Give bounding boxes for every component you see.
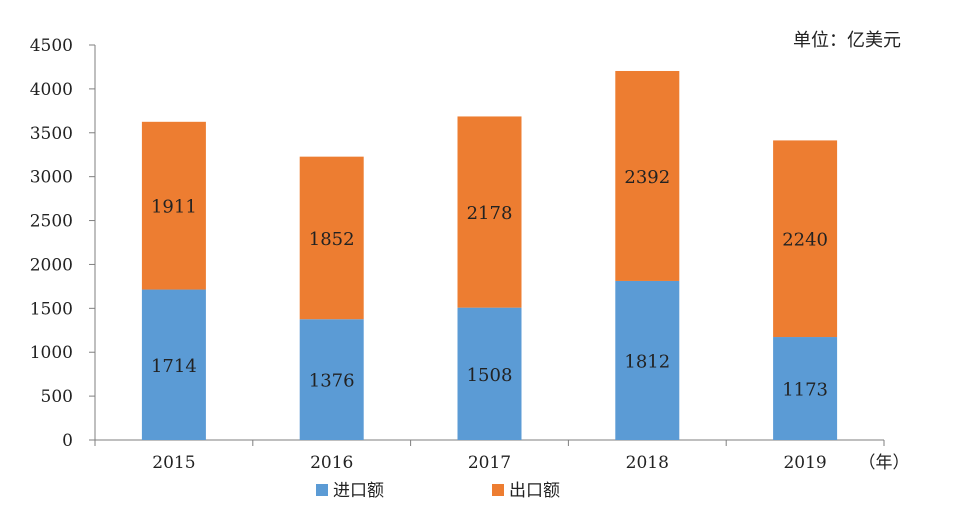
y-tick-label: 1500 (30, 299, 73, 319)
y-tick-label: 4500 (30, 36, 73, 56)
y-tick-label: 3000 (30, 168, 73, 188)
data-label: 1173 (782, 380, 828, 401)
data-labels: 1714 1911 1376 1852 1508 2178 1812 2392 1173 2240 (151, 167, 828, 401)
y-tick-label: 2500 (30, 212, 73, 232)
legend-label: 出口额 (509, 481, 560, 501)
data-label: 1852 (309, 229, 355, 250)
y-tick-label: 1000 (30, 343, 73, 363)
data-label: 1376 (309, 371, 355, 392)
x-tick-label: 2019 (783, 453, 826, 473)
y-tick-label: 0 (62, 431, 73, 451)
data-label: 2392 (624, 167, 670, 188)
bar-export-2018 (615, 70, 680, 281)
data-label: 2240 (782, 230, 828, 251)
bar-export-2016 (299, 156, 364, 320)
legend-swatch (492, 484, 504, 496)
data-label: 1508 (467, 365, 513, 386)
bar-import-2015 (141, 289, 206, 440)
bars (141, 70, 838, 440)
bar-export-2017 (457, 116, 522, 308)
legend-label: 进口额 (333, 481, 384, 501)
legend: 进口额 出口额 (316, 481, 560, 501)
data-label: 2178 (467, 203, 513, 224)
y-tick-label: 4000 (30, 80, 73, 100)
bar-import-2019 (773, 337, 838, 440)
bar-export-2019 (773, 140, 838, 338)
x-tick-label: 2016 (310, 453, 353, 473)
x-axis: 2015 2016 2017 2018 2019 (94, 439, 885, 473)
data-label: 1714 (151, 356, 197, 377)
bar-import-2018 (615, 280, 680, 440)
x-tick-label: 2018 (626, 453, 669, 473)
x-tick-label: 2015 (152, 453, 195, 473)
bar-import-2016 (299, 319, 364, 440)
y-axis: 0 500 1000 1500 2000 2500 3000 3500 4000 4500 (30, 36, 96, 451)
unit-label: 单位：亿美元 (793, 30, 901, 51)
legend-swatch (316, 484, 328, 496)
bar-export-2015 (141, 121, 206, 290)
x-tick-label: 2017 (468, 453, 511, 473)
y-tick-label: 2000 (30, 255, 73, 275)
x-axis-title: （年） (859, 453, 910, 473)
data-label: 1812 (624, 351, 670, 372)
y-tick-label: 3500 (30, 124, 73, 144)
bar-import-2017 (457, 307, 522, 440)
y-tick-label: 500 (41, 387, 73, 407)
data-label: 1911 (151, 197, 197, 218)
